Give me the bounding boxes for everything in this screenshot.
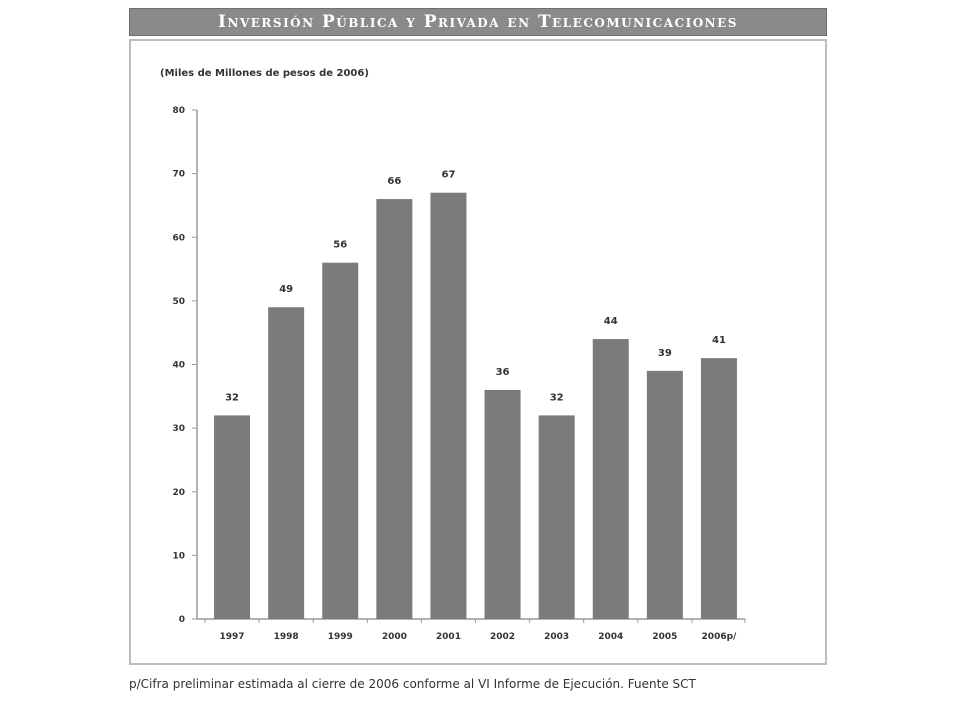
- value-label-1997: 32: [225, 392, 239, 403]
- chart-title: Inversión Pública y Privada en Telecomun…: [218, 12, 738, 32]
- bars: [214, 192, 737, 619]
- bar-2004: [592, 339, 629, 619]
- bar-2005: [646, 370, 683, 619]
- x-tick-label-2003: 2003: [544, 632, 569, 642]
- value-label-2004: 44: [604, 316, 618, 327]
- value-label-2005: 39: [658, 348, 672, 359]
- x-tick-label-2006p/: 2006p/: [702, 632, 737, 642]
- x-tick-label-2000: 2000: [382, 632, 407, 642]
- y-tick-label-70: 70: [172, 170, 185, 180]
- y-axis-unit-label: (Miles de Millones de pesos de 2006): [160, 68, 369, 79]
- value-label-1999: 56: [333, 240, 347, 251]
- x-tick-label-1998: 1998: [274, 632, 299, 642]
- bar-1999: [322, 262, 359, 619]
- x-tick-label-2001: 2001: [436, 632, 461, 642]
- footnote: p/Cifra preliminar estimada al cierre de…: [129, 677, 696, 691]
- x-tick-label-2005: 2005: [652, 632, 677, 642]
- x-tick-label-1999: 1999: [328, 632, 353, 642]
- x-tick-label-2002: 2002: [490, 632, 515, 642]
- bar-2003: [538, 415, 575, 619]
- y-tick-label-60: 60: [172, 233, 185, 243]
- y-tick-label-40: 40: [172, 361, 185, 371]
- x-tick-label-2004: 2004: [598, 632, 623, 642]
- bar-2000: [376, 199, 413, 619]
- value-label-2002: 36: [496, 367, 510, 378]
- value-label-2000: 66: [387, 176, 401, 187]
- value-label-1998: 49: [279, 284, 293, 295]
- y-tick-label-0: 0: [179, 615, 185, 625]
- value-label-2006p/: 41: [712, 335, 726, 346]
- value-label-2001: 67: [441, 170, 455, 181]
- y-tick-label-80: 80: [172, 106, 185, 116]
- y-tick-label-20: 20: [172, 488, 185, 498]
- bar-2001: [430, 192, 467, 619]
- bar-2002: [484, 389, 521, 619]
- chart-title-bar: Inversión Pública y Privada en Telecomun…: [129, 8, 827, 36]
- labels: 0 10 20 30 40 50 60 70 80 32 1997 49 1998 56 1999 66 200…: [172, 106, 737, 642]
- y-tick-label-30: 30: [172, 424, 185, 434]
- y-tick-label-10: 10: [172, 551, 185, 561]
- y-tick-label-50: 50: [172, 297, 185, 307]
- value-label-2003: 32: [550, 392, 564, 403]
- bar-2006p/: [700, 358, 737, 619]
- bar-1998: [268, 307, 305, 619]
- x-tick-label-1997: 1997: [220, 632, 245, 642]
- bar-1997: [214, 415, 251, 619]
